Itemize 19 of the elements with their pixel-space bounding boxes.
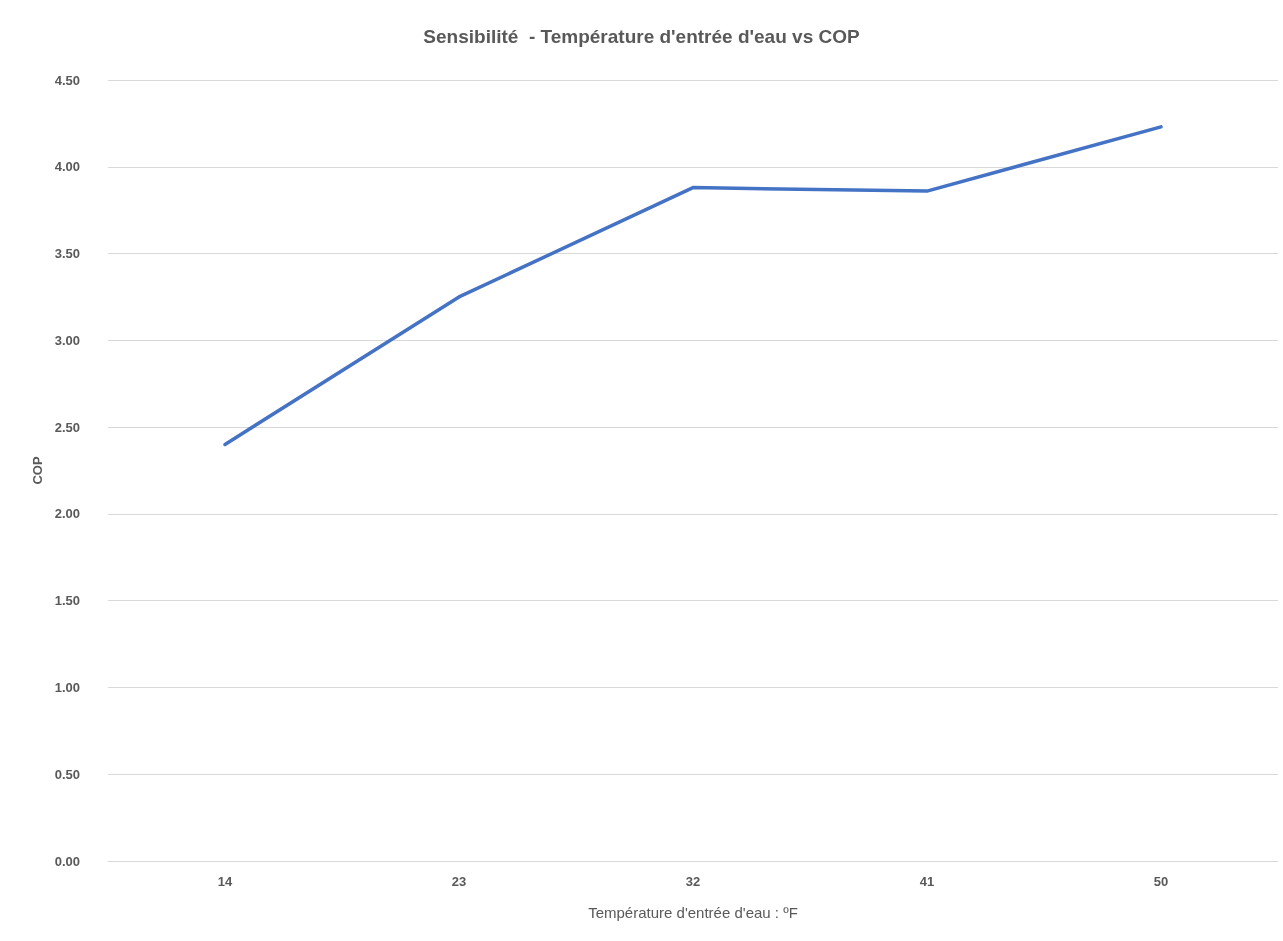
y-tick-label: 4.00 — [54, 159, 80, 175]
x-tick-label: 23 — [451, 874, 467, 889]
y-tick-label: 4.50 — [54, 72, 80, 88]
y-axis-title: COP — [29, 456, 45, 485]
x-tick-label: 50 — [1153, 874, 1169, 889]
y-tick-label: 3.50 — [54, 246, 80, 262]
y-tick-label: 0.50 — [54, 766, 80, 782]
x-tick-label: 14 — [217, 874, 233, 889]
line-series — [223, 125, 1163, 447]
x-tick-label: 32 — [685, 874, 701, 889]
y-tick-label: 0.00 — [54, 853, 80, 869]
y-tick-label: 2.00 — [54, 506, 80, 522]
chart-title: Sensibilité - Température d'entrée d'eau vs COP — [423, 26, 860, 47]
y-tick-label: 3.00 — [54, 332, 80, 348]
x-axis-title: Température d'entrée d'eau : ºF — [588, 904, 798, 921]
y-tick-label: 2.50 — [54, 419, 80, 435]
x-tick-label: 41 — [919, 874, 935, 889]
y-tick-label: 1.50 — [54, 593, 80, 609]
y-tick-label: 1.00 — [54, 679, 80, 695]
